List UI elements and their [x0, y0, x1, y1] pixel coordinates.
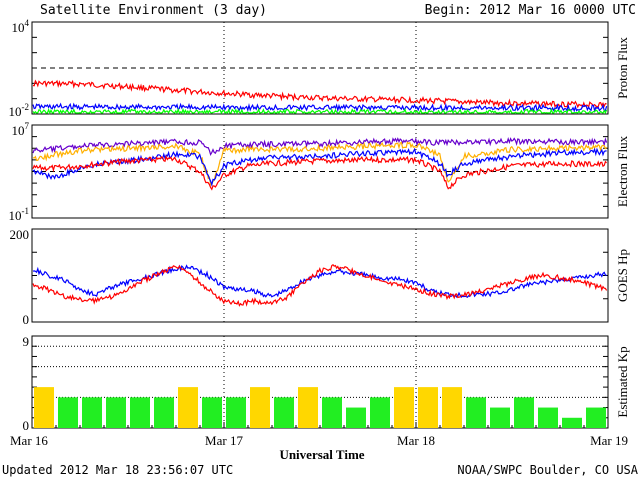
series-line-red [32, 264, 608, 307]
kp-bar [370, 397, 390, 428]
kp-bar [538, 407, 558, 428]
begin-time: Begin: 2012 Mar 16 0000 UTC [425, 3, 636, 18]
x-axis: Mar 16 Mar 17 Mar 18 Mar 19 [10, 422, 628, 448]
x-tick-label: Mar 17 [205, 433, 243, 448]
credit-text: NOAA/SWPC Boulder, CO USA [457, 463, 638, 477]
kp-bar [322, 397, 342, 428]
x-axis-label: Universal Time [279, 447, 364, 462]
y-axis-label: Electron Flux [615, 135, 630, 207]
kp-bar [418, 387, 438, 428]
series-line-red [32, 154, 608, 191]
kp-bar [106, 397, 126, 428]
x-tick-label: Mar 19 [590, 433, 628, 448]
series-line-blue [32, 264, 607, 298]
y-tick-label-bottom: 0 [23, 418, 30, 433]
kp-bar [586, 407, 606, 428]
y-tick-label-top: 104 [12, 18, 30, 35]
figure-title: Satellite Environment (3 day) [40, 3, 267, 18]
series-line-blue [32, 102, 608, 113]
updated-time: Updated 2012 Mar 18 23:56:07 UTC [2, 463, 233, 477]
kp-bar [442, 387, 462, 428]
y-tick-label-bottom: 10-1 [9, 206, 30, 223]
y-tick-label-top: 9 [23, 334, 30, 349]
kp-bar [490, 407, 510, 428]
electron-flux-panel: 107 10-1 Electron Flux [9, 121, 631, 223]
kp-bar [250, 387, 270, 428]
y-tick-label-bottom: 10-2 [9, 102, 30, 119]
kp-bar [82, 397, 102, 428]
kp-bar [346, 407, 366, 428]
series-line-orange [32, 141, 608, 186]
kp-bar [178, 387, 198, 428]
y-tick-label-top: 200 [10, 227, 30, 242]
kp-bar [226, 397, 246, 428]
kp-bar [394, 387, 414, 428]
series-line-green [32, 107, 608, 115]
kp-bar [514, 397, 534, 428]
series-line-red [32, 79, 607, 109]
kp-bar [466, 397, 486, 428]
estimated-kp-panel: 9 0 Estimated Kp [23, 334, 631, 433]
kp-bar [274, 397, 294, 428]
goes-hp-panel: 200 0 GOES Hp [10, 227, 631, 327]
series-line-purple [32, 137, 608, 156]
x-tick-label: Mar 18 [397, 433, 435, 448]
y-axis-label: GOES Hp [615, 249, 630, 302]
y-tick-label-top: 107 [12, 121, 30, 138]
kp-bar [58, 397, 78, 428]
kp-bar [202, 397, 222, 428]
kp-bar [562, 417, 582, 428]
y-tick-label-bottom: 0 [23, 312, 30, 327]
y-axis-label: Estimated Kp [615, 346, 630, 417]
kp-bar [34, 387, 54, 428]
series-line-blue [32, 147, 607, 187]
kp-bar [130, 397, 150, 428]
x-tick-label: Mar 16 [10, 433, 48, 448]
proton-flux-panel: 104 10-2 Proton Flux [9, 18, 631, 119]
kp-bar [154, 397, 174, 428]
y-axis-label: Proton Flux [615, 37, 630, 99]
kp-bar [298, 387, 318, 428]
